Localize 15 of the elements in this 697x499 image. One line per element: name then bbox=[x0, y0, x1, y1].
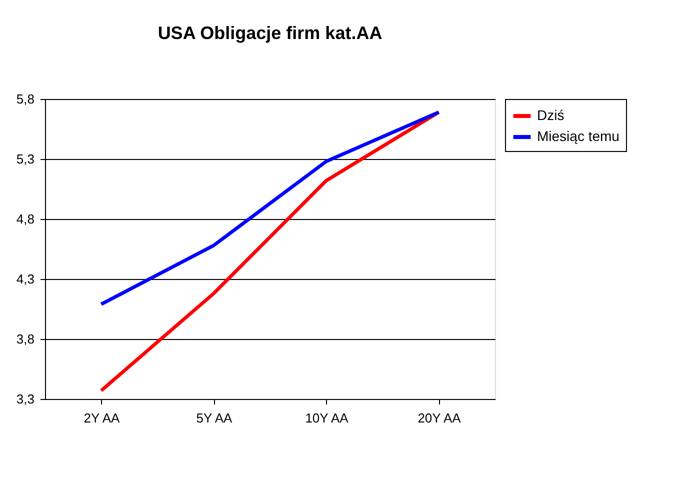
legend-label: Dziś bbox=[537, 107, 564, 123]
y-tick-label: 4,8 bbox=[16, 212, 34, 226]
x-tick-label: 2Y AA bbox=[84, 410, 120, 426]
y-tick-label: 3,8 bbox=[16, 332, 34, 346]
x-tick-label: 5Y AA bbox=[196, 410, 233, 426]
chart-title: USA Obligacje firm kat.AA bbox=[158, 23, 382, 43]
x-tick-label: 10Y AA bbox=[305, 410, 349, 426]
line-series bbox=[100, 110, 440, 392]
legend-label: Miesiąc temu bbox=[537, 128, 620, 144]
y-tick-label: 3,3 bbox=[16, 392, 34, 406]
x-tick-label: 20Y AA bbox=[418, 410, 462, 426]
y-tick-label: 5,3 bbox=[16, 152, 34, 166]
y-tick-label: 4,3 bbox=[16, 272, 34, 286]
y-tick-label: 5,8 bbox=[16, 92, 34, 106]
line-series bbox=[100, 110, 440, 306]
